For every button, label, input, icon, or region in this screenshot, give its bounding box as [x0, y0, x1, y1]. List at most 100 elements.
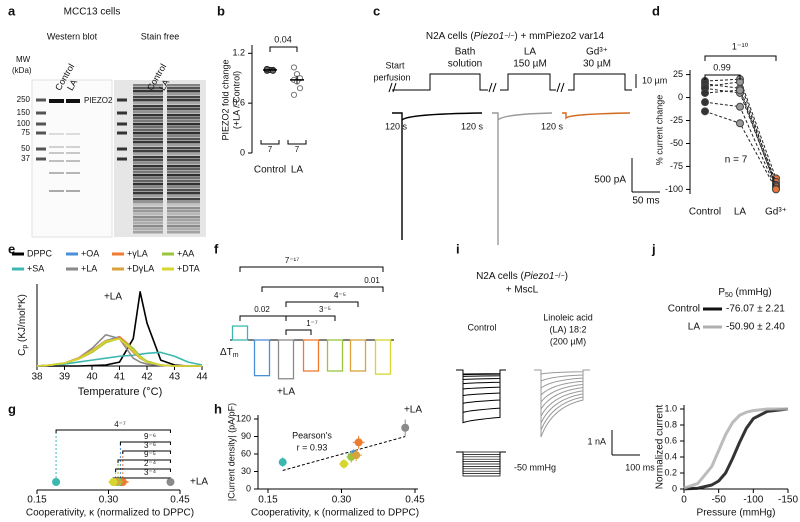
interval-label: 120 s: [385, 121, 408, 131]
interval-label: 120 s: [461, 121, 484, 131]
point: [290, 91, 298, 98]
y-axis-label: Cp (KJ/mol*K): [17, 294, 30, 356]
band: [133, 231, 163, 234]
band: [167, 162, 200, 165]
band: [133, 198, 163, 201]
point: [52, 478, 61, 486]
label: 1⁻¹⁰: [732, 41, 749, 51]
pressure-step: [456, 451, 506, 474]
break-mark: [388, 82, 397, 93]
ladder-label: 50: [21, 144, 30, 153]
series-line: [704, 83, 777, 183]
sig-bracket: [117, 459, 171, 463]
current-trace: [492, 112, 553, 245]
band: [167, 90, 200, 93]
band: [133, 105, 163, 108]
p-value: 3⁻⁵: [319, 305, 331, 314]
band: [167, 186, 200, 189]
x-tick-label: -50: [711, 495, 726, 506]
ladder-label: 150: [17, 108, 31, 117]
text-part: −/−: [554, 273, 564, 280]
bar: [326, 339, 344, 372]
panel-label: d: [652, 3, 660, 18]
x-tick-label: -100: [743, 495, 763, 506]
p-value: 7⁻¹⁷: [285, 256, 299, 265]
band: [133, 183, 163, 186]
ladder-label: 75: [21, 128, 30, 137]
x-tick-label: LA: [734, 207, 747, 218]
label: (kDa): [12, 66, 32, 75]
band: [66, 99, 80, 103]
text-part: ΔT: [220, 347, 233, 358]
band: [167, 114, 200, 117]
y-axis-label: |Current density| (pA/pF): [226, 403, 236, 501]
y-tick-label: 0: [240, 147, 245, 157]
band: [133, 147, 163, 150]
x-tick-label: -150: [778, 495, 798, 506]
ladder-band: [117, 147, 127, 151]
band: [133, 129, 163, 132]
band: [133, 144, 163, 147]
point: [701, 107, 709, 116]
current-trace: [534, 369, 590, 411]
sig-bracket: [239, 315, 287, 321]
panel-label: h: [214, 401, 222, 416]
band: [167, 117, 200, 120]
y-tick-label: 120: [236, 413, 251, 423]
band: [133, 102, 163, 105]
band: [133, 180, 163, 183]
band: [133, 171, 163, 174]
label: Linoleic acid: [543, 312, 593, 322]
p-value: 4⁻⁷: [114, 420, 126, 429]
x-axis-label: Temperature (°C): [78, 386, 162, 398]
label: Pearson's: [292, 430, 332, 440]
current-trace: [534, 369, 590, 438]
label: N2A cells (Piezo1−/−): [476, 271, 568, 282]
band: [133, 108, 163, 111]
band: [49, 152, 64, 154]
legend-value: -50.90 ± 2.40: [726, 322, 785, 333]
series-line: [36, 337, 202, 367]
sig-bracket: [115, 468, 171, 472]
bar: [349, 339, 367, 372]
bar: [374, 339, 392, 375]
p-value: 3⁻⁶: [144, 441, 156, 450]
band: [167, 174, 200, 177]
y-axis-label: ΔTm: [220, 347, 239, 360]
y-tick-label: -50: [670, 138, 683, 148]
bar: [253, 339, 271, 377]
band: [133, 117, 163, 120]
band: [167, 165, 200, 168]
point: [772, 185, 780, 194]
x-tick-label: 41: [114, 372, 126, 383]
x-axis-label: Pressure (mmHg): [697, 508, 776, 519]
legend-value: -76.07 ± 2.21: [726, 304, 785, 315]
label: Control: [467, 322, 496, 332]
band: [167, 129, 200, 132]
band: [133, 201, 163, 204]
point: [352, 451, 361, 460]
ladder-label: 250: [17, 95, 31, 104]
band: [167, 201, 200, 204]
text-part: m: [233, 352, 239, 359]
p-value: 2⁻⁴: [144, 459, 157, 468]
label: 100 ms: [625, 462, 655, 472]
band: [133, 84, 163, 87]
band: [133, 177, 163, 180]
label: r = 0.93: [297, 442, 328, 452]
band: [49, 172, 64, 174]
label: N2A cells (Piezo1−/−) + mmPiezo2 var14: [426, 31, 605, 42]
interval-label: 120 s: [541, 121, 564, 131]
band: [66, 160, 80, 162]
x-tick-label: 0.30: [99, 495, 119, 506]
label: Gd³⁺: [586, 47, 608, 58]
ladder-band: [36, 157, 46, 161]
label: 10 µm: [642, 75, 667, 85]
label: 30 µM: [583, 59, 611, 70]
n-bracket: [260, 140, 280, 145]
label: Bath: [455, 47, 476, 58]
band: [167, 105, 200, 108]
x-tick-label: 39: [59, 372, 71, 383]
band: [167, 138, 200, 141]
band: [133, 141, 163, 144]
